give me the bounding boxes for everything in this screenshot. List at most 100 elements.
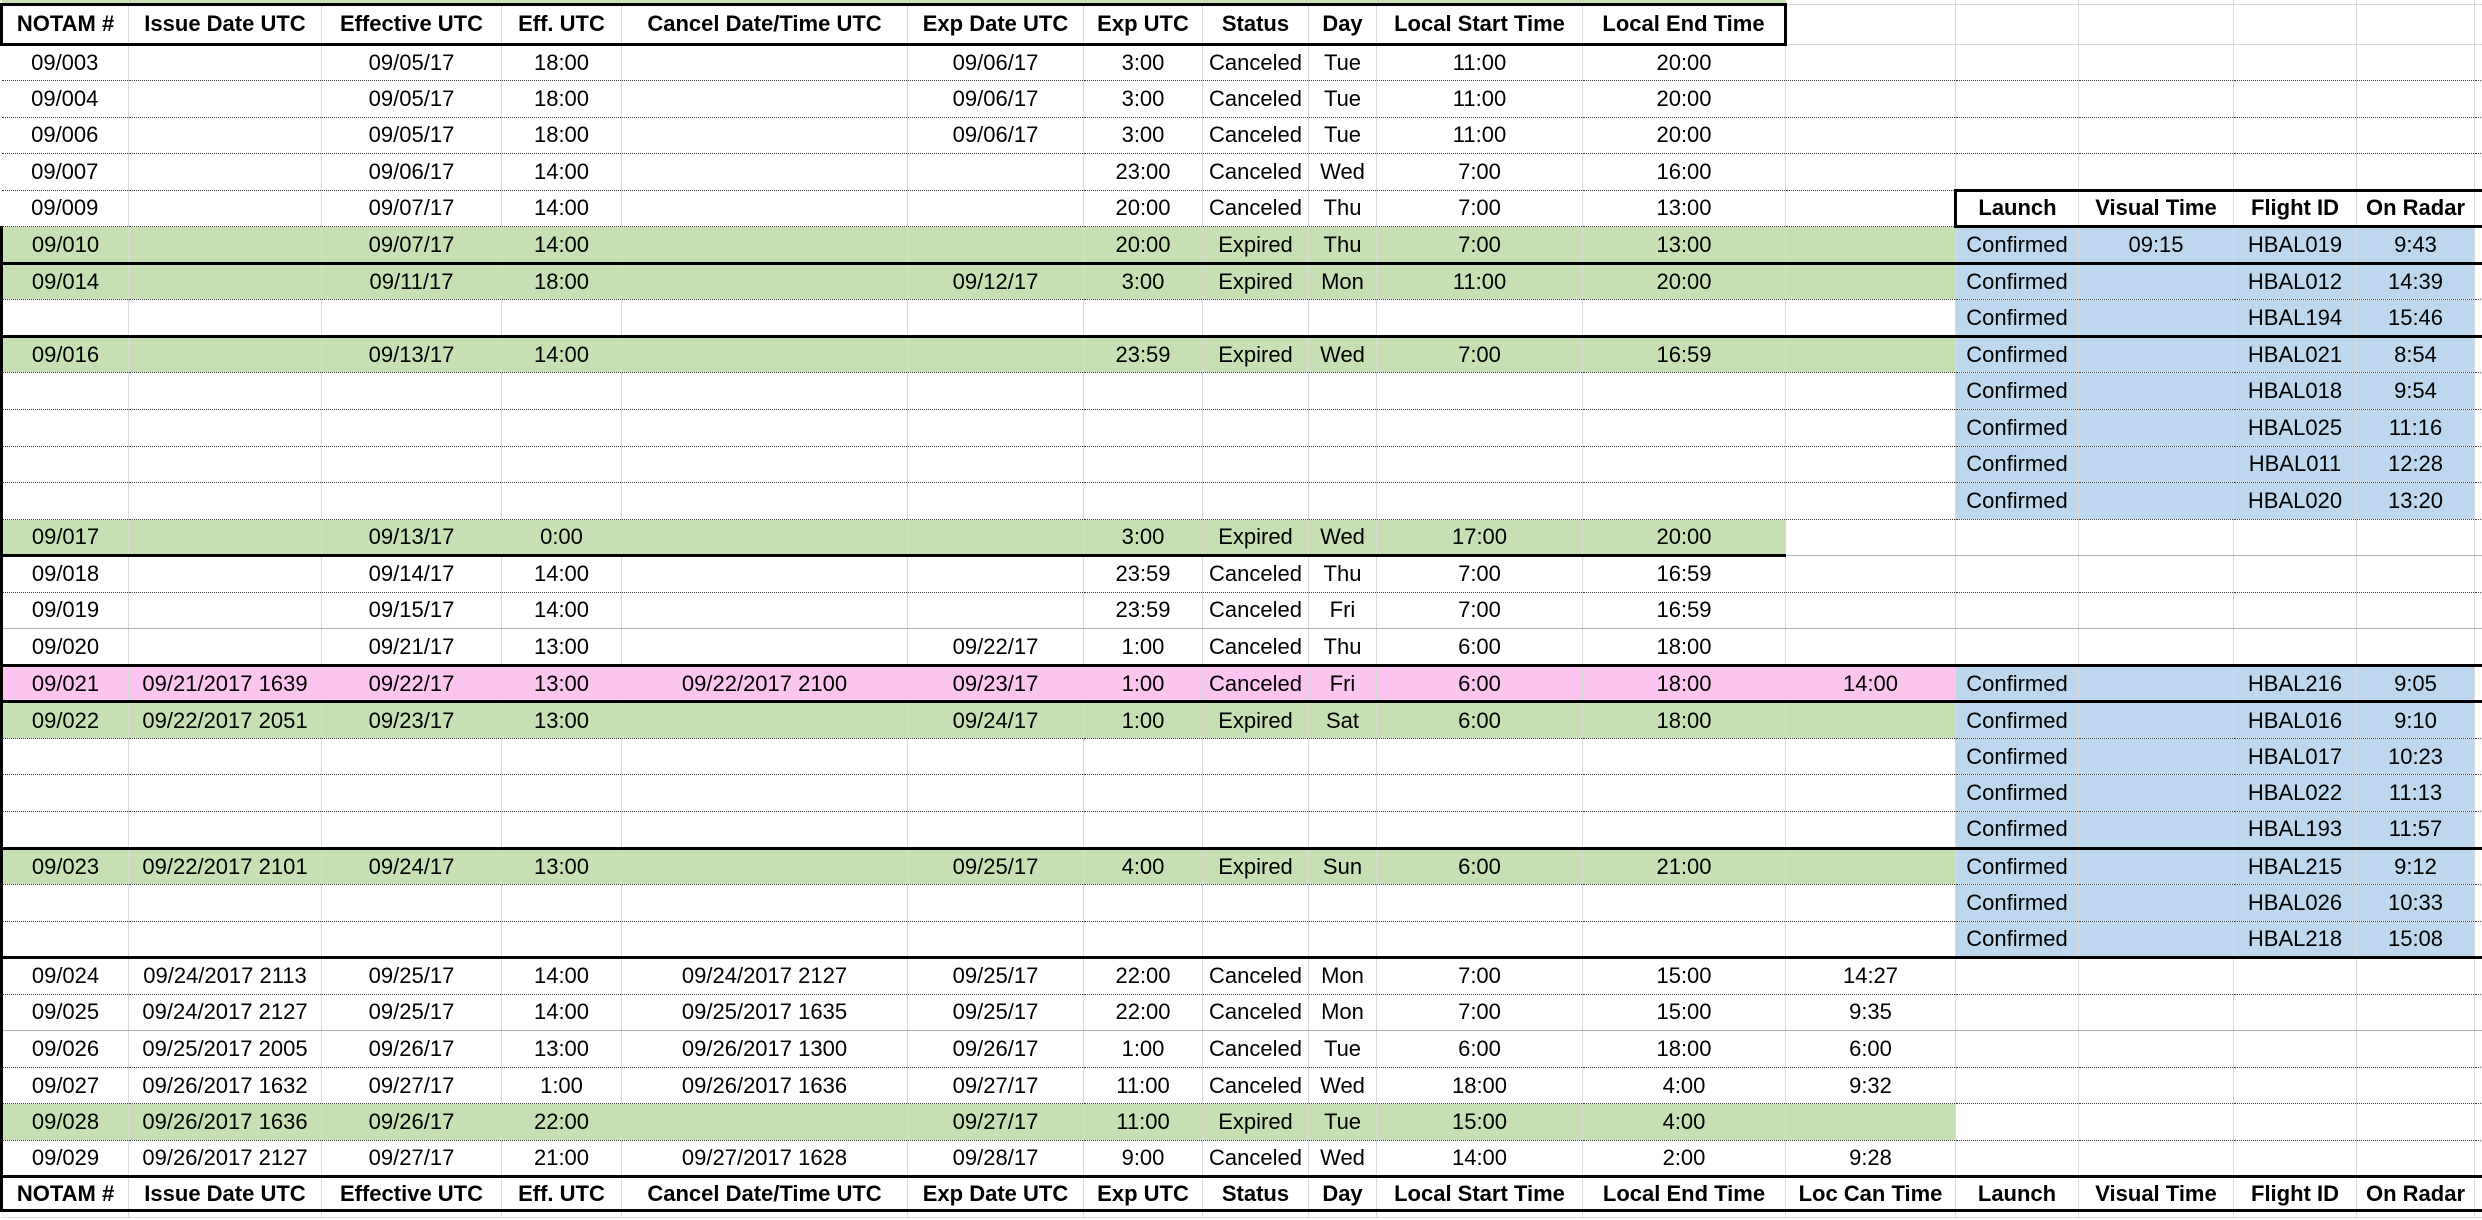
- cell-notam[interactable]: [0, 811, 129, 850]
- cell-cancel_datetime_utc[interactable]: 09/26/2017 1300: [621, 1030, 908, 1068]
- cell-issue_date_utc[interactable]: [128, 921, 322, 960]
- cell-status[interactable]: Canceled: [1202, 1140, 1309, 1179]
- cell-cancel_datetime_utc[interactable]: [621, 848, 908, 886]
- header-notam[interactable]: NOTAM #: [0, 2, 129, 46]
- cell-on_radar[interactable]: 11:57: [2356, 811, 2475, 850]
- cell-notam[interactable]: [0, 738, 129, 776]
- cell-loc_can_time[interactable]: [1785, 592, 1956, 630]
- cell-day[interactable]: [1308, 1210, 1377, 1219]
- header-day[interactable]: Day: [1308, 1175, 1377, 1213]
- cell-visual_time[interactable]: [2078, 738, 2234, 776]
- cell-issue_date_utc[interactable]: [128, 409, 322, 447]
- cell-local_end_time[interactable]: [1582, 921, 1786, 960]
- cell-launch[interactable]: [1955, 628, 2079, 667]
- cell-visual_time[interactable]: [2078, 628, 2234, 667]
- cell-exp_utc[interactable]: 22:00: [1083, 994, 1203, 1032]
- cell-visual_time[interactable]: [2078, 263, 2234, 301]
- cell-flight_id[interactable]: HBAL017: [2233, 738, 2357, 776]
- cell-eff_utc[interactable]: [501, 811, 622, 850]
- cell-exp_date_utc[interactable]: [907, 153, 1084, 191]
- cell-effective_utc[interactable]: 09/13/17: [321, 336, 502, 374]
- cell-flight_id[interactable]: [2233, 957, 2357, 995]
- cell-launch[interactable]: Confirmed: [1955, 884, 2079, 922]
- cell-flight_id[interactable]: HBAL026: [2233, 884, 2357, 922]
- cell-filler[interactable]: [2474, 811, 2482, 850]
- cell-on_radar[interactable]: 9:05: [2356, 665, 2475, 704]
- cell-flight_id[interactable]: [2233, 0, 2357, 5]
- cell-on_radar[interactable]: [2356, 555, 2475, 593]
- cell-day[interactable]: Tue: [1308, 117, 1377, 155]
- cell-eff_utc[interactable]: [501, 921, 622, 960]
- cell-visual_time[interactable]: [2078, 1030, 2234, 1068]
- cell-exp_date_utc[interactable]: [907, 226, 1084, 265]
- cell-local_start_time[interactable]: [1376, 774, 1583, 812]
- cell-cancel_datetime_utc[interactable]: [621, 446, 908, 484]
- cell-filler[interactable]: [2474, 592, 2482, 630]
- cell-local_start_time[interactable]: 6:00: [1376, 701, 1583, 739]
- cell-on_radar[interactable]: 10:33: [2356, 884, 2475, 922]
- cell-loc_can_time[interactable]: 9:28: [1785, 1140, 1956, 1179]
- cell-status[interactable]: Canceled: [1202, 994, 1309, 1032]
- cell-eff_utc[interactable]: 13:00: [501, 848, 622, 886]
- cell-notam[interactable]: [1, 1210, 129, 1219]
- cell-issue_date_utc[interactable]: [128, 372, 322, 410]
- cell-on_radar[interactable]: [2356, 80, 2475, 118]
- cell-day[interactable]: Sun: [1308, 848, 1377, 886]
- cell-status[interactable]: [1202, 884, 1309, 922]
- cell-visual_time[interactable]: [2078, 482, 2234, 520]
- cell-on_radar[interactable]: [2356, 628, 2475, 667]
- cell-loc_can_time[interactable]: [1785, 336, 1956, 374]
- cell-on_radar[interactable]: [2356, 519, 2475, 557]
- cell-loc_can_time[interactable]: [1785, 190, 1956, 228]
- cell-cancel_datetime_utc[interactable]: [621, 921, 908, 960]
- cell-loc_can_time[interactable]: 14:27: [1785, 957, 1956, 995]
- cell-launch[interactable]: [1955, 153, 2079, 192]
- cell-exp_date_utc[interactable]: 09/25/17: [907, 848, 1084, 886]
- cell-exp_date_utc[interactable]: [907, 811, 1084, 850]
- cell-issue_date_utc[interactable]: 09/25/2017 2005: [128, 1030, 322, 1068]
- cell-effective_utc[interactable]: 09/27/17: [321, 1067, 502, 1105]
- cell-flight_id[interactable]: [2233, 994, 2357, 1032]
- cell-loc_can_time[interactable]: 6:00: [1785, 1030, 1956, 1068]
- cell-eff_utc[interactable]: 14:00: [501, 957, 622, 995]
- header-launch[interactable]: Launch: [1955, 1175, 2079, 1213]
- cell-visual_time[interactable]: [2078, 336, 2234, 374]
- cell-loc_can_time[interactable]: [1785, 1210, 1956, 1219]
- cell-eff_utc[interactable]: 14:00: [501, 592, 622, 630]
- cell-local_start_time[interactable]: [1376, 372, 1583, 410]
- cell-eff_utc[interactable]: 18:00: [501, 44, 622, 82]
- cell-issue_date_utc[interactable]: [128, 117, 322, 155]
- cell-local_end_time[interactable]: [1582, 372, 1786, 410]
- cell-exp_date_utc[interactable]: [907, 482, 1084, 520]
- cell-visual_time[interactable]: 09:15: [2078, 226, 2234, 265]
- cell-eff_utc[interactable]: [501, 409, 622, 447]
- cell-launch[interactable]: [1955, 117, 2079, 155]
- cell-flight_id[interactable]: HBAL021: [2233, 336, 2357, 374]
- cell-local_end_time[interactable]: [1582, 738, 1786, 776]
- cell-filler[interactable]: [2474, 701, 2482, 739]
- cell-local_end_time[interactable]: 15:00: [1582, 994, 1786, 1032]
- header-exp_utc[interactable]: Exp UTC: [1083, 2, 1203, 46]
- cell-eff_utc[interactable]: 22:00: [501, 1103, 622, 1141]
- cell-filler[interactable]: [2474, 44, 2482, 82]
- cell-exp_date_utc[interactable]: 09/06/17: [907, 80, 1084, 118]
- cell-exp_date_utc[interactable]: 09/26/17: [907, 1030, 1084, 1068]
- cell-local_end_time[interactable]: 16:00: [1582, 153, 1786, 191]
- cell-eff_utc[interactable]: [501, 884, 622, 922]
- cell-cancel_datetime_utc[interactable]: [621, 592, 908, 630]
- cell-on_radar[interactable]: 15:46: [2356, 299, 2475, 338]
- cell-launch[interactable]: Confirmed: [1955, 848, 2079, 886]
- cell-local_end_time[interactable]: 20:00: [1582, 117, 1786, 155]
- cell-effective_utc[interactable]: 09/27/17: [321, 1140, 502, 1179]
- cell-local_end_time[interactable]: 13:00: [1582, 190, 1786, 228]
- cell-cancel_datetime_utc[interactable]: [621, 555, 908, 593]
- cell-flight_id[interactable]: HBAL215: [2233, 848, 2357, 886]
- cell-notam[interactable]: 09/014: [0, 263, 129, 301]
- cell-visual_time[interactable]: [2078, 519, 2234, 557]
- cell-cancel_datetime_utc[interactable]: [621, 811, 908, 850]
- cell-day[interactable]: Tue: [1308, 1030, 1377, 1068]
- cell-visual_time[interactable]: [2078, 1140, 2234, 1179]
- cell-filler[interactable]: [2474, 957, 2482, 995]
- cell-exp_date_utc[interactable]: [907, 555, 1084, 593]
- cell-cancel_datetime_utc[interactable]: [621, 701, 908, 739]
